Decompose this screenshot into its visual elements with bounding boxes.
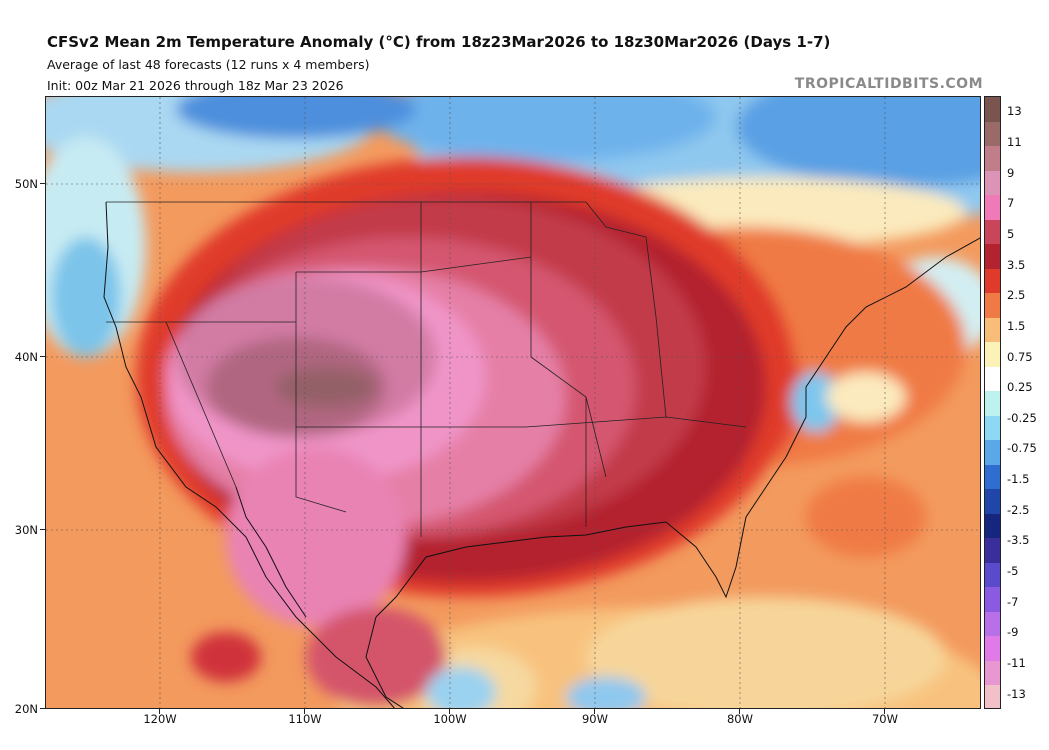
lon-label-120w: 120W: [143, 712, 177, 726]
colorbar-segment: [985, 440, 1000, 466]
colorbar-label: -9: [1007, 625, 1019, 640]
colorbar-segment: [985, 170, 1000, 196]
colorbar-label: -5: [1007, 564, 1019, 579]
colorbar-segment: [985, 562, 1000, 588]
lon-tick-90: [594, 709, 595, 714]
colorbar-label: 13: [1007, 104, 1022, 119]
lon-label-100w: 100W: [433, 712, 467, 726]
lat-label-40n: 40N: [14, 350, 38, 364]
colorbar-segment: [985, 121, 1000, 147]
colorbar-segment: [985, 685, 1000, 708]
colorbar-segment: [985, 317, 1000, 343]
colorbar-segment: [985, 391, 1000, 417]
lon-label-70w: 70W: [871, 712, 899, 726]
colorbar-segment: [985, 464, 1000, 490]
colorbar-label: -13: [1007, 686, 1026, 701]
lon-label-80w: 80W: [726, 712, 754, 726]
lon-tick-110: [304, 709, 305, 714]
colorbar-label: 0.75: [1007, 349, 1033, 364]
anomaly-field: [46, 97, 980, 708]
anomaly-map: [45, 96, 981, 709]
colorbar-label: 9: [1007, 165, 1015, 180]
colorbar-segment: [985, 97, 1000, 123]
lat-tick-30: [40, 529, 45, 530]
lon-tick-80: [739, 709, 740, 714]
colorbar-segment: [985, 611, 1000, 637]
colorbar-label: 5: [1007, 226, 1015, 241]
colorbar-label: -1.5: [1007, 472, 1030, 487]
colorbar-segment: [985, 587, 1000, 613]
colorbar-label: -0.75: [1007, 441, 1037, 456]
lat-label-50n: 50N: [14, 177, 38, 191]
map-subtitle-init: Init: 00z Mar 21 2026 through 18z Mar 23…: [47, 78, 344, 93]
colorbar-label: 0.25: [1007, 380, 1033, 395]
coastlines: [103, 201, 980, 708]
colorbar-label: -0.25: [1007, 410, 1037, 425]
lon-tick-70: [884, 709, 885, 714]
colorbar-segment: [985, 146, 1000, 172]
colorbar-segment: [985, 244, 1000, 270]
lon-label-110w: 110W: [288, 712, 322, 726]
state-borders: [106, 201, 747, 537]
lat-label-20n: 20N: [14, 702, 38, 716]
colorbar-label: 3.5: [1007, 257, 1026, 272]
colorbar-label: 1.5: [1007, 318, 1026, 333]
colorbar-segment: [985, 219, 1000, 245]
colorbar-label: 2.5: [1007, 288, 1026, 303]
colorbar-label: 7: [1007, 196, 1015, 211]
graticule: [46, 97, 980, 708]
colorbar-label: -7: [1007, 594, 1019, 609]
lat-tick-20: [40, 708, 45, 709]
map-title: CFSv2 Mean 2m Temperature Anomaly (°C) f…: [47, 33, 831, 51]
colorbar-segment: [985, 195, 1000, 221]
lat-label-30n: 30N: [14, 523, 38, 537]
colorbar-label: 11: [1007, 134, 1022, 149]
map-subtitle-forecasts: Average of last 48 forecasts (12 runs x …: [47, 57, 370, 72]
colorbar-segment: [985, 366, 1000, 392]
colorbar-label: -3.5: [1007, 533, 1030, 548]
lon-label-90w: 90W: [581, 712, 609, 726]
colorbar-label: -2.5: [1007, 502, 1030, 517]
colorbar: [984, 96, 1001, 709]
colorbar-segment: [985, 660, 1000, 686]
lat-tick-40: [40, 356, 45, 357]
colorbar-segment: [985, 513, 1000, 539]
colorbar-segment: [985, 293, 1000, 319]
colorbar-segment: [985, 636, 1000, 662]
colorbar-segment: [985, 489, 1000, 515]
lon-tick-120: [159, 709, 160, 714]
colorbar-segment: [985, 538, 1000, 564]
colorbar-label: -11: [1007, 656, 1026, 671]
colorbar-segment: [985, 342, 1000, 368]
watermark: TROPICALTIDBITS.COM: [794, 76, 983, 92]
lat-tick-50: [40, 183, 45, 184]
colorbar-segment: [985, 415, 1000, 441]
colorbar-segment: [985, 268, 1000, 294]
lon-tick-100: [449, 709, 450, 714]
